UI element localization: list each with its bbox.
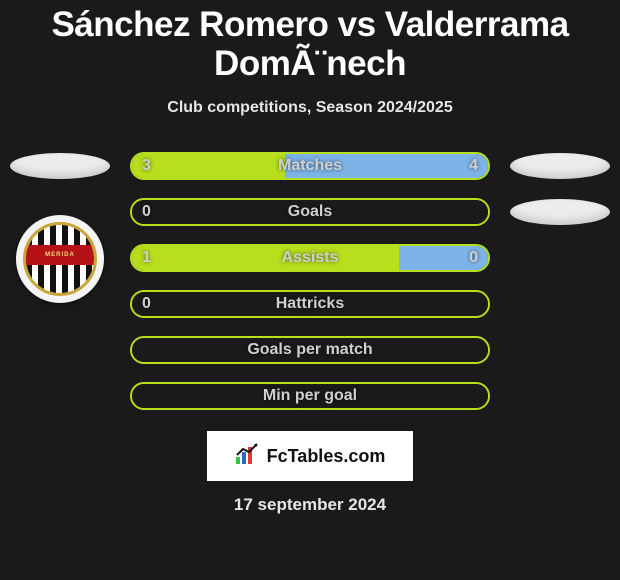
- stat-value-left: 0: [142, 290, 151, 318]
- stat-bar-left-segment: [132, 154, 285, 178]
- player-ellipse: [10, 153, 110, 179]
- stat-bar-right-segment: [285, 154, 488, 178]
- stat-bar-left-segment: [132, 246, 399, 270]
- stat-bar-wrap: Goals0: [130, 198, 490, 226]
- stat-row: Goals per match: [0, 327, 620, 373]
- stat-value-right: 0: [469, 244, 478, 272]
- stat-value-left: 0: [142, 198, 151, 226]
- right-side-slot: [510, 143, 610, 189]
- stat-bar-wrap: Assists10: [130, 244, 490, 272]
- stat-bar-wrap: Matches34: [130, 152, 490, 180]
- stat-bar: [130, 244, 490, 272]
- brand-box: FcTables.com: [207, 431, 413, 481]
- stat-bar: [130, 290, 490, 318]
- stat-bar: [130, 382, 490, 410]
- stat-bar-gap: [132, 384, 488, 408]
- stat-bar: [130, 152, 490, 180]
- stat-row: Matches34: [0, 143, 620, 189]
- right-side-slot: [510, 189, 610, 235]
- stat-bar-wrap: Hattricks0: [130, 290, 490, 318]
- date-text: 17 september 2024: [0, 495, 620, 515]
- brand-icon: [235, 443, 261, 470]
- stat-bar-wrap: Min per goal: [130, 382, 490, 410]
- stat-row: Hattricks0: [0, 281, 620, 327]
- stat-row: Min per goal: [0, 373, 620, 419]
- stat-bar-gap: [132, 292, 488, 316]
- stat-bar-gap: [132, 338, 488, 362]
- page-title: Sánchez Romero vs Valderrama DomÃ¨nech: [0, 0, 620, 85]
- stat-bar-wrap: Goals per match: [130, 336, 490, 364]
- brand-text: FcTables.com: [267, 446, 386, 467]
- stat-bar-gap: [132, 200, 488, 224]
- stat-bar: [130, 336, 490, 364]
- stat-value-left: 1: [142, 244, 151, 272]
- stat-value-left: 3: [142, 152, 151, 180]
- subtitle: Club competitions, Season 2024/2025: [0, 99, 620, 117]
- club-band: MERIDA: [26, 245, 94, 265]
- player-ellipse: [510, 153, 610, 179]
- left-side-slot: [10, 143, 110, 189]
- stat-value-right: 4: [469, 152, 478, 180]
- stats-rows: Matches34Goals0MERIDAAssists10Hattricks0…: [0, 143, 620, 419]
- player-ellipse: [510, 199, 610, 225]
- stat-bar: [130, 198, 490, 226]
- stat-row: MERIDAAssists10: [0, 235, 620, 281]
